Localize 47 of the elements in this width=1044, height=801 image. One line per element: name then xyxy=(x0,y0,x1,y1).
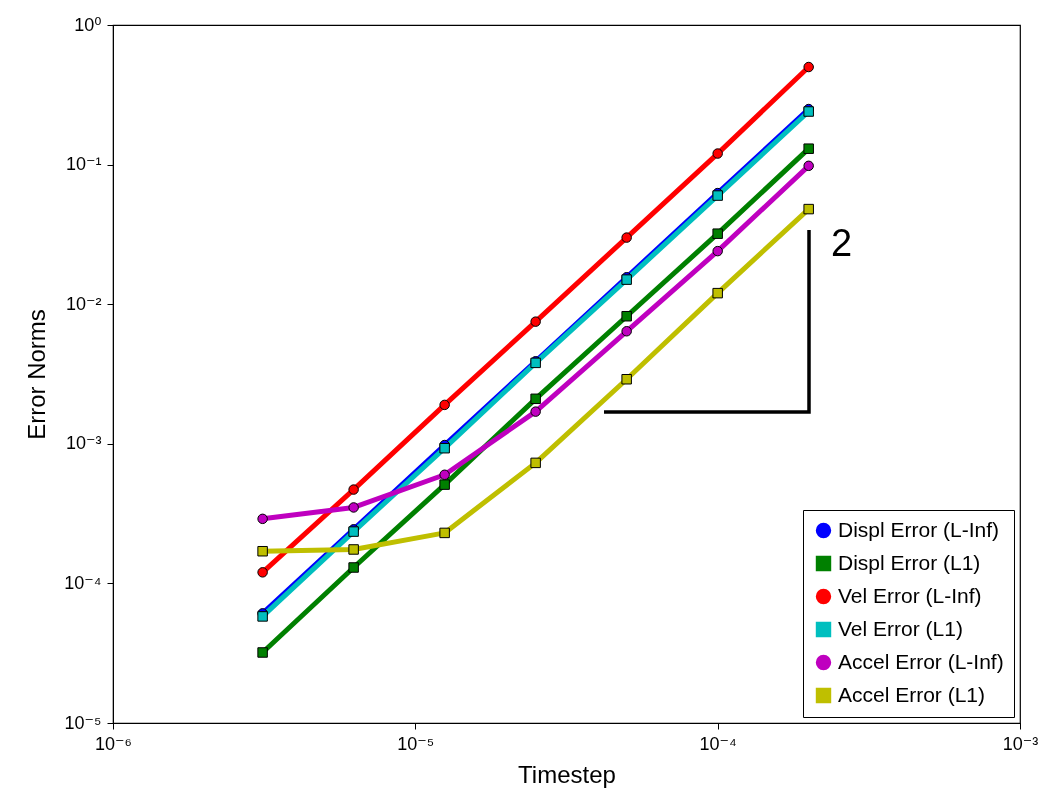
point xyxy=(257,647,268,658)
x-tick-label: 10⁻³ xyxy=(1002,733,1039,754)
point xyxy=(257,513,268,525)
legend-label: Vel Error (L-Inf) xyxy=(838,583,982,607)
legend-label: Accel Error (L-Inf) xyxy=(838,649,1004,673)
point xyxy=(439,399,450,411)
point xyxy=(803,143,814,154)
point xyxy=(803,160,814,172)
point xyxy=(621,310,632,322)
point xyxy=(621,326,632,337)
point xyxy=(621,232,632,243)
point xyxy=(257,567,268,578)
x-axis-title: Timestep xyxy=(518,760,616,788)
y-tick-label: 10⁻⁴ xyxy=(64,572,102,593)
point xyxy=(439,469,450,480)
point xyxy=(257,545,268,557)
y-tick-label: 10⁻⁵ xyxy=(64,712,102,733)
y-tick-label: 10⁻² xyxy=(65,293,102,314)
y-axis-title: Error Norms xyxy=(23,309,51,440)
point xyxy=(530,316,541,327)
point xyxy=(712,287,723,299)
point xyxy=(712,228,723,239)
point xyxy=(712,148,723,159)
point xyxy=(621,374,632,385)
point xyxy=(803,203,814,215)
x-tick-label: 10⁻⁶ xyxy=(95,733,132,754)
legend-label: Displ Error (L1) xyxy=(838,550,981,574)
point xyxy=(348,562,359,573)
y-tick-label: 10⁰ xyxy=(74,14,102,35)
legend-label: Vel Error (L1) xyxy=(838,616,963,640)
point xyxy=(712,245,723,257)
point xyxy=(439,479,450,490)
point xyxy=(439,527,450,539)
y-tick-label: 10⁻³ xyxy=(65,433,102,454)
point xyxy=(348,484,359,495)
annotation: 2 xyxy=(831,222,853,264)
x-tick-label: 10⁻⁴ xyxy=(699,733,737,754)
legend-label: Displ Error (L-Inf) xyxy=(838,517,1000,541)
point xyxy=(803,61,814,73)
x-tick-label: 10⁻⁵ xyxy=(397,733,435,754)
point xyxy=(530,393,541,405)
legend-label: Accel Error (L1) xyxy=(838,682,986,706)
point xyxy=(530,457,541,469)
point xyxy=(348,544,359,555)
point xyxy=(348,502,359,513)
y-tick-label: 10⁻¹ xyxy=(65,154,102,175)
point xyxy=(530,406,541,417)
